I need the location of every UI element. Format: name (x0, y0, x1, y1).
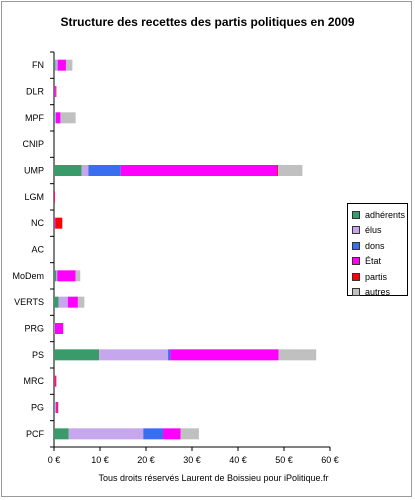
bar-segment (54, 296, 59, 308)
bar-segment (56, 270, 58, 282)
bar-segment (180, 428, 199, 440)
bar-segment (54, 191, 55, 203)
y-category-label: MRC (24, 376, 45, 386)
legend-swatch (352, 257, 360, 266)
bar-segment (55, 59, 58, 71)
chart-title: Structure des recettes des partis politi… (60, 15, 355, 29)
bar-segment (54, 428, 69, 440)
bar-segment (58, 296, 68, 308)
legend-swatch (352, 241, 360, 250)
legend-item: adhérents (352, 207, 407, 223)
bar-segment (60, 112, 76, 124)
legend-label: élus (365, 225, 382, 236)
bar-segment (54, 112, 55, 124)
bar-segment (68, 428, 144, 440)
chart-legend: adhérents élus dons État partis autres (347, 203, 408, 297)
legend-swatch (352, 288, 360, 297)
bar-segment (54, 59, 56, 71)
bar-segment (62, 217, 63, 229)
y-category-label: MPF (25, 113, 45, 123)
legend-item: État (352, 254, 407, 270)
bar-segment (54, 349, 100, 361)
bar-segment (55, 402, 58, 413)
bar-segment (77, 296, 85, 308)
legend-item: dons (352, 238, 407, 254)
x-axis-caption: Tous droits réservés Laurent de Boissieu… (98, 473, 329, 483)
bar-segment (57, 402, 59, 413)
bar-segment (277, 165, 279, 176)
bar-segment (168, 349, 171, 361)
x-tick-label: 30 € (183, 455, 201, 465)
x-tick-label: 20 € (137, 455, 155, 465)
bar-segment (55, 375, 57, 387)
bar-segment (170, 349, 279, 361)
x-tick-label: 0 € (48, 455, 61, 465)
legend-item: partis (352, 269, 407, 285)
bar-segment (54, 323, 64, 334)
bar-segment (54, 402, 56, 413)
bar-segment (143, 428, 164, 440)
bar-segment (54, 217, 55, 229)
legend-item: élus (352, 223, 407, 239)
bar-segment (54, 112, 56, 124)
x-tick-label: 50 € (275, 455, 293, 465)
y-category-label: PS (32, 350, 44, 360)
y-category-label: CNIP (22, 139, 44, 149)
bar-segment (54, 375, 56, 387)
bar-segment (67, 296, 78, 308)
bar-segment (55, 112, 61, 124)
bar-segment (54, 217, 56, 229)
y-category-label: AC (31, 245, 44, 255)
y-category-label: NC (31, 218, 44, 228)
bar-segment (54, 191, 55, 203)
y-category-label: DLR (26, 87, 45, 97)
y-category-label: PCF (26, 429, 45, 439)
legend-label: État (365, 256, 382, 267)
y-category-label: VERTS (14, 297, 44, 307)
bar-segment (278, 165, 303, 176)
y-category-label: MoDem (12, 271, 44, 281)
x-tick-label: 40 € (229, 455, 247, 465)
legend-swatch (352, 210, 360, 219)
y-category-label: LGM (24, 192, 44, 202)
x-tick-label: 60 € (321, 455, 339, 465)
bar-segment (54, 323, 55, 334)
bar-segment (54, 375, 55, 387)
bar-segment (54, 402, 55, 413)
legend-swatch (352, 272, 360, 281)
bar-segment (57, 59, 66, 71)
bar-segment (57, 270, 76, 282)
y-category-label: PRG (24, 324, 44, 334)
bar-segment (278, 349, 317, 361)
bar-segment (65, 59, 73, 71)
bar-segment (58, 402, 59, 413)
bar-segment (54, 86, 55, 97)
bar-segment (54, 165, 82, 176)
legend-label: adhérents (365, 209, 406, 220)
bar-segment (55, 86, 57, 97)
y-category-label: PG (31, 403, 44, 413)
y-category-label: FN (32, 60, 44, 70)
legend-label: autres (365, 287, 391, 298)
bar-segment (54, 86, 56, 97)
legend-swatch (352, 226, 360, 235)
bar-segment (120, 165, 278, 176)
bar-segment (99, 349, 169, 361)
bar-segment (54, 323, 55, 334)
bar-segment (54, 270, 57, 282)
bar-segment (88, 165, 121, 176)
legend-label: partis (365, 271, 388, 282)
y-category-label: UMP (24, 166, 44, 176)
legend-label: dons (365, 240, 385, 251)
bar-segment (81, 165, 89, 176)
bar-segment (75, 270, 81, 282)
bar-segment (55, 217, 63, 229)
x-tick-label: 10 € (91, 455, 109, 465)
legend-item: autres (352, 285, 407, 301)
bar-segment (163, 428, 181, 440)
